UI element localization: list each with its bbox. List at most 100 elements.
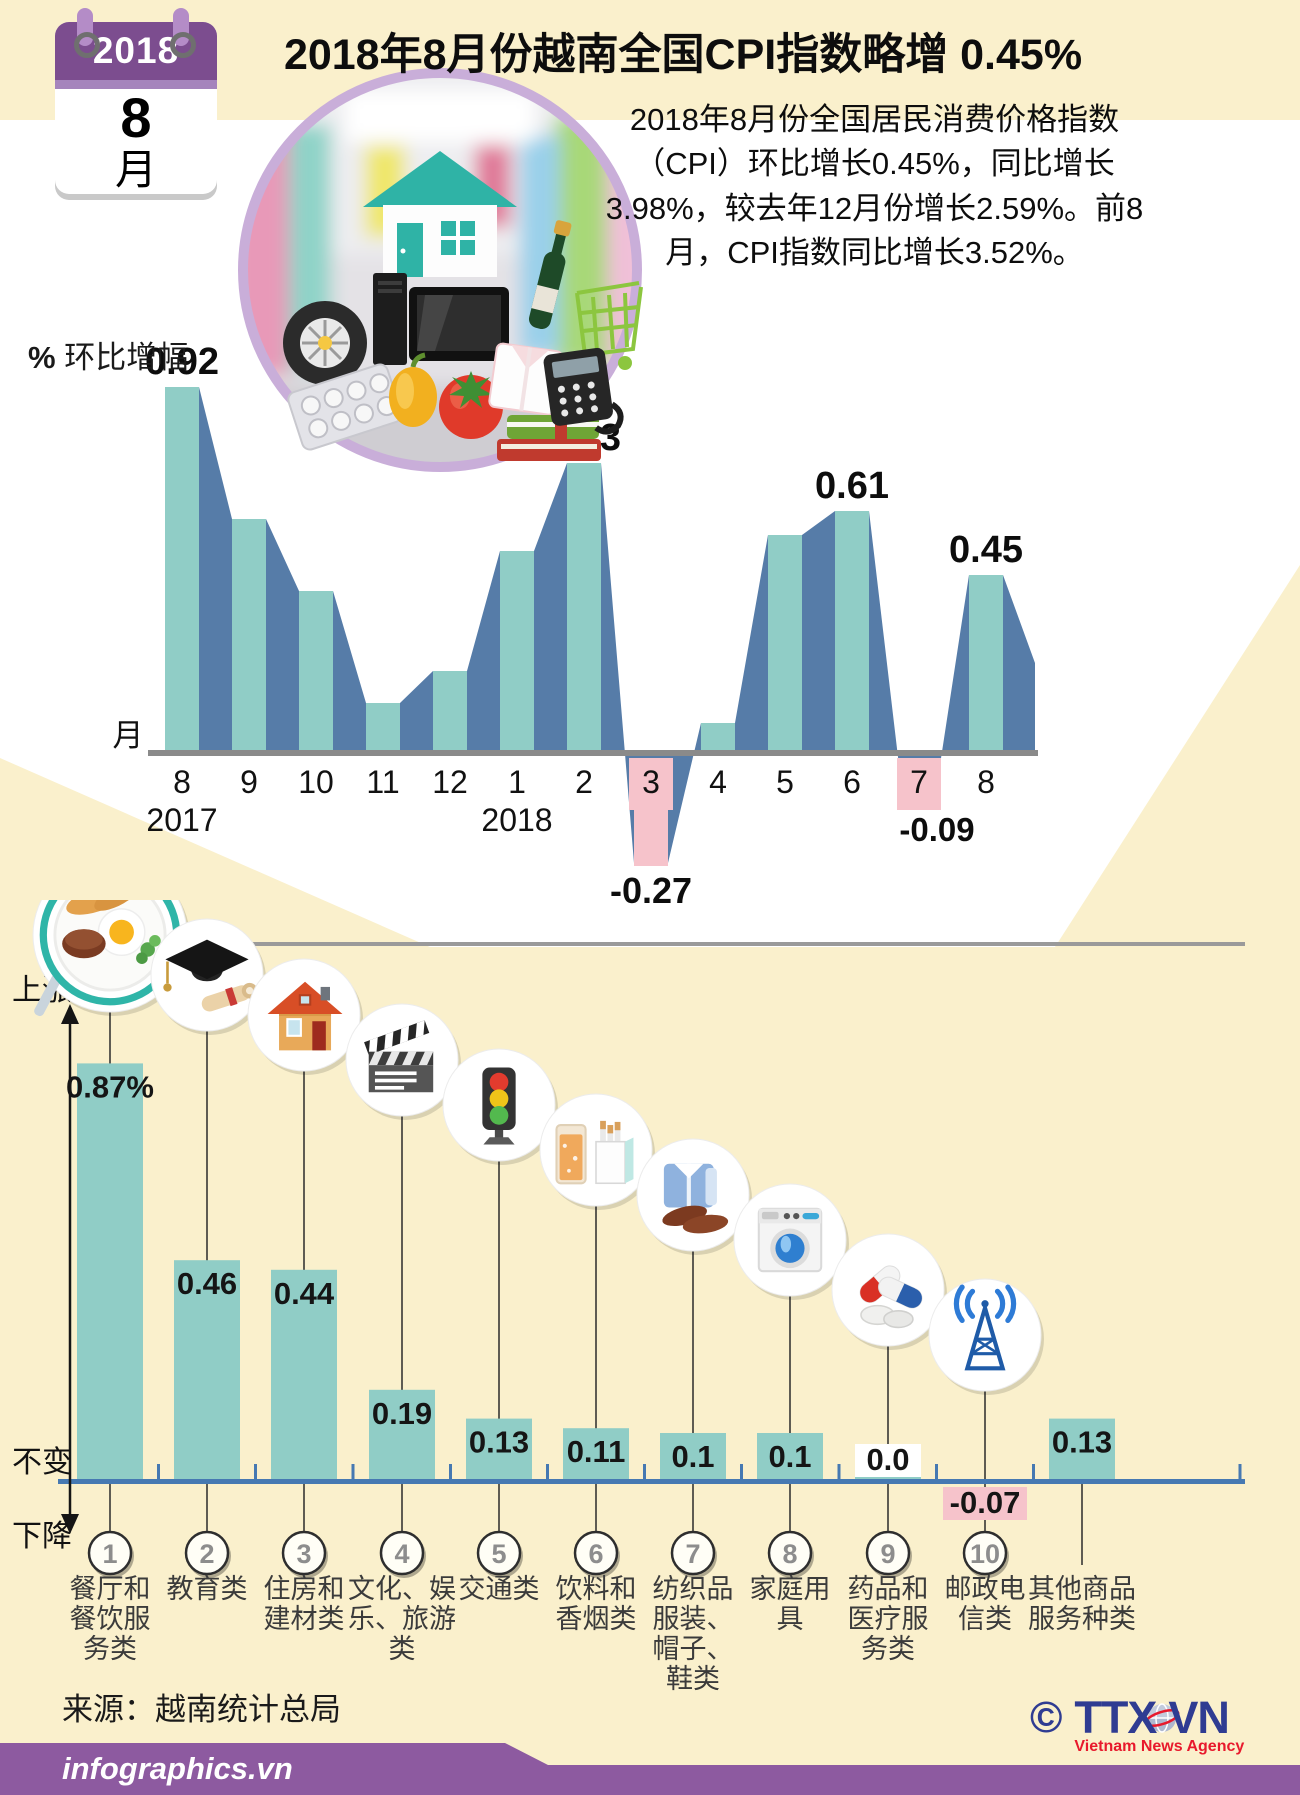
pill-blister-icon [287,363,403,451]
category-number: 7 [685,1539,700,1569]
consumer-goods-collage [238,68,643,472]
section-divider-line [55,942,1245,946]
bar-month-10 [299,591,333,755]
number-circle [281,1530,327,1576]
y-axis-unit-label: % 环比增幅 [28,332,188,377]
intro-paragraph: 2018年8月份全国居民消费价格指数（CPI）环比增长0.45%，同比增长3.9… [605,102,1144,270]
bar-month-11 [366,703,400,755]
month-tick-label: 1 [508,764,526,800]
category-number: 9 [880,1539,895,1569]
news-agency-logo: © TTX VN Vietnam News Agency [1030,1692,1280,1756]
arrow-down-icon [61,1514,79,1534]
category-label: 药品和医疗服务类 [848,1574,929,1664]
category-bar-2 [174,1260,240,1481]
month-tick-label: 7 [910,764,928,800]
month-tick-label: 4 [709,764,727,800]
page-title: 2018年8月份越南全国CPI指数略增 0.45% [283,31,1083,79]
category-bar-1 [77,1063,143,1481]
arrow-up-icon [61,1004,79,1024]
bar-month-2 [567,463,601,755]
category-label: 交通类 [459,1574,540,1604]
value-label--0.09: -0.09 [899,811,974,848]
x-axis-title: 月 [113,718,144,753]
category-number: 1 [102,1539,117,1569]
year-label: 2017 [146,802,217,838]
category-label: 饮料和香烟类 [556,1574,637,1634]
label-decline: 下降 [12,1520,72,1553]
month-tick-label: 11 [366,764,399,800]
shirt-icon [488,342,564,416]
number-circle [767,1530,813,1576]
month-tick-label: 6 [843,764,861,800]
category-label: 邮政电信类 [945,1574,1026,1634]
washing-machine-icon [757,1207,823,1273]
calendar-badge: 2018 8 月 [55,8,217,200]
unit-text: 环比增幅 [64,340,189,375]
category-label: 家庭用具 [750,1574,831,1634]
bar-month-9 [232,519,266,755]
brand-infographics-vn: infographics.vn [62,1751,293,1786]
category-axis-line [58,1479,1245,1484]
category-number: 2 [199,1539,214,1569]
number-circle [865,1530,911,1576]
negative-value-chip [943,1487,1027,1520]
category-label: 其他商品服务种类 [1028,1574,1136,1634]
month-tick-label: 8 [173,764,191,800]
number-circle [476,1530,522,1576]
number-circle [573,1530,619,1576]
month-tick-label: 2 [575,764,593,800]
category-label: 文化、娱乐、旅游类 [348,1574,456,1664]
category-number: 6 [588,1539,603,1569]
category-cpi-chart: 0.87% 0.46 0.44 0.19 0.13 0.11 0.1 0.1 0.0 -0.07 0… [12,900,1245,1694]
tire-icon [283,301,367,385]
monthly-cpi-chart: 月8910111212345678201720180.920.73-0.270.… [113,341,1038,911]
globe-icon [1144,1703,1180,1733]
category-number: 8 [782,1539,797,1569]
ttxvn-logo-left: TTX [1074,1692,1157,1743]
bar-month-5 [768,535,802,755]
number-circle [184,1530,230,1576]
value-label-0.92: 0.92 [145,341,219,383]
category-label: 教育类 [167,1574,248,1604]
computer-icon [373,273,509,365]
category-label: 住房和建材类 [264,1574,345,1634]
category-bar-4 [369,1389,435,1481]
category-label: 纺织品服装、帽子、鞋类 [653,1574,734,1694]
category-bar-3 [271,1269,337,1481]
month-tick-label: 12 [432,764,468,800]
telephone-icon [543,347,624,435]
ttxvn-logo: TTX VN [1074,1692,1244,1743]
house-icon [363,151,517,277]
category-label: 餐厅和餐饮服务类 [70,1574,151,1664]
category-number: 4 [394,1539,409,1569]
month-tick-label: 5 [776,764,794,800]
collage-ring [238,68,642,472]
month-tick-label: 3 [642,764,660,800]
category-value-label: 0.1 [671,1439,714,1474]
number-circle [87,1530,133,1576]
category-number: 10 [970,1539,1000,1569]
label-unchanged: 不变 [12,1446,72,1479]
category-value-label: 0.87% [66,1069,154,1104]
icon-circle [928,1278,1042,1392]
bar-month-6 [835,511,869,755]
number-circle [379,1530,425,1576]
ttxvn-logo-right: VN [1168,1692,1230,1743]
month-tick-label: 9 [240,764,258,800]
category-bar-9 [855,1475,921,1481]
champagne-bottle-icon [528,220,572,329]
category-bar-8 [757,1433,823,1481]
bar-month-3 [634,758,668,866]
copyright-icon: © [1030,1693,1063,1742]
bar-month-4 [701,723,735,755]
category-value-label: 0.0 [866,1442,909,1477]
category-value-label: 0.46 [177,1266,237,1301]
pepper-icon [389,352,437,427]
agency-tagline: Vietnam News Agency [1074,1738,1245,1755]
category-value-label: 0.13 [469,1425,529,1460]
value-label-0.61: 0.61 [815,465,889,507]
calendar-month-number: 8 [120,86,152,149]
tomato-icon [439,371,503,439]
zero-value-chip [855,1444,921,1477]
